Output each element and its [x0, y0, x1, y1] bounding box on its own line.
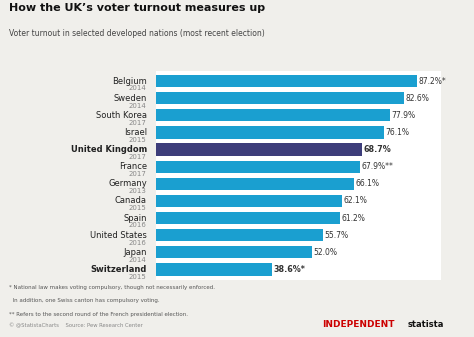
Text: 2013: 2013	[128, 188, 146, 194]
Text: * National law makes voting compulsory, though not necessarily enforced.: * National law makes voting compulsory, …	[9, 285, 216, 290]
Bar	[156, 195, 342, 207]
Text: France: France	[119, 162, 147, 171]
Text: 62.1%: 62.1%	[344, 196, 368, 206]
Text: 38.6%*: 38.6%*	[273, 265, 305, 274]
Text: 2017: 2017	[128, 120, 146, 126]
Text: United States: United States	[90, 231, 147, 240]
Text: Germany: Germany	[108, 179, 147, 188]
Text: 2016: 2016	[128, 240, 146, 246]
Text: Sweden: Sweden	[114, 94, 147, 103]
Text: Japan: Japan	[123, 248, 147, 257]
Text: 2014: 2014	[129, 257, 146, 263]
Text: ** Refers to the second round of the French presidential election.: ** Refers to the second round of the Fre…	[9, 312, 189, 317]
Text: 2016: 2016	[128, 222, 146, 228]
Text: INDEPENDENT: INDEPENDENT	[322, 319, 395, 329]
Bar	[156, 143, 362, 156]
Text: 87.2%*: 87.2%*	[419, 76, 447, 86]
Text: 68.7%: 68.7%	[364, 145, 392, 154]
Bar	[156, 178, 354, 190]
Text: 76.1%: 76.1%	[386, 128, 410, 137]
Text: 2014: 2014	[129, 102, 146, 109]
Bar	[156, 263, 272, 276]
Text: 52.0%: 52.0%	[314, 248, 337, 257]
Text: 2015: 2015	[129, 274, 146, 280]
Text: © @StatistaCharts    Source: Pew Research Center: © @StatistaCharts Source: Pew Research C…	[9, 323, 143, 329]
Text: 2017: 2017	[128, 154, 146, 160]
Text: 55.7%: 55.7%	[325, 231, 349, 240]
Text: 77.9%: 77.9%	[391, 111, 415, 120]
Bar	[156, 92, 404, 104]
Text: 2015: 2015	[129, 137, 146, 143]
Text: 67.9%**: 67.9%**	[361, 162, 393, 171]
Text: 2015: 2015	[129, 205, 146, 211]
Text: How the UK’s voter turnout measures up: How the UK’s voter turnout measures up	[9, 3, 265, 13]
Bar	[156, 109, 390, 121]
Bar	[156, 212, 340, 224]
Text: Israel: Israel	[124, 128, 147, 137]
Text: 61.2%: 61.2%	[341, 214, 365, 222]
Text: South Korea: South Korea	[96, 111, 147, 120]
Text: Voter turnout in selected developed nations (most recent election): Voter turnout in selected developed nati…	[9, 29, 265, 38]
Bar	[156, 246, 312, 258]
Text: Canada: Canada	[115, 196, 147, 206]
Text: United Kingdom: United Kingdom	[71, 145, 147, 154]
Text: 2014: 2014	[129, 86, 146, 91]
Text: Spain: Spain	[123, 214, 147, 222]
Bar	[156, 160, 360, 173]
Text: In addition, one Swiss canton has compulsory voting.: In addition, one Swiss canton has compul…	[9, 298, 160, 303]
Bar	[156, 229, 323, 241]
Bar	[156, 75, 418, 87]
Bar	[156, 126, 384, 139]
Text: 2017: 2017	[128, 171, 146, 177]
Text: 82.6%: 82.6%	[405, 94, 429, 103]
Text: Switzerland: Switzerland	[91, 265, 147, 274]
Text: Belgium: Belgium	[112, 76, 147, 86]
Text: 66.1%: 66.1%	[356, 179, 380, 188]
Text: statista: statista	[408, 319, 444, 329]
